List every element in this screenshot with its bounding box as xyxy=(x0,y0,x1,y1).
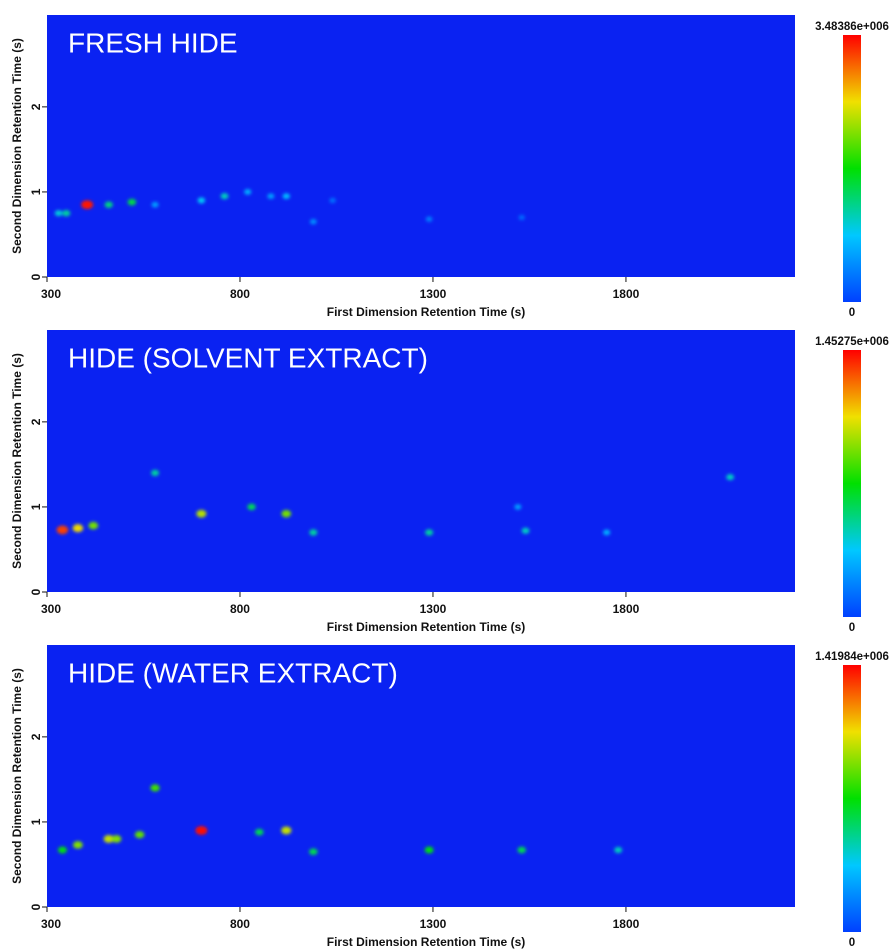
plot-area xyxy=(47,645,795,907)
peak xyxy=(309,529,318,536)
peak xyxy=(514,504,522,510)
panel-title: HIDE (SOLVENT EXTRACT) xyxy=(68,342,428,373)
x-tick-label: 800 xyxy=(230,917,250,931)
y-tick-label: 0 xyxy=(29,273,43,280)
peak xyxy=(726,474,735,481)
peaks xyxy=(56,469,735,536)
peak xyxy=(424,846,434,854)
peak xyxy=(603,529,611,536)
peak xyxy=(309,848,318,856)
y-axis-label: Second Dimension Retention Time (s) xyxy=(10,353,24,569)
peak xyxy=(329,197,336,204)
y-tick-label: 2 xyxy=(29,733,43,740)
peak xyxy=(127,198,137,206)
peaks xyxy=(54,189,525,225)
peak xyxy=(282,193,290,200)
peak xyxy=(151,201,159,208)
panel-title: FRESH HIDE xyxy=(68,27,238,58)
peak xyxy=(425,216,433,222)
x-tick-label: 1300 xyxy=(420,287,447,301)
colorbar-label: 1.41984e+006 xyxy=(815,651,889,663)
colorbar xyxy=(843,350,861,617)
y-tick-label: 1 xyxy=(29,818,43,825)
x-tick-label: 1800 xyxy=(613,602,640,616)
plot-area xyxy=(47,15,795,277)
peak xyxy=(150,784,160,792)
peak xyxy=(247,503,256,511)
colorbar-label: 0 xyxy=(849,937,855,949)
x-tick-label: 1800 xyxy=(613,917,640,931)
peak xyxy=(104,201,113,208)
peaks xyxy=(57,784,623,856)
peak xyxy=(255,828,264,836)
x-tick-label: 300 xyxy=(41,602,61,616)
x-tick-label: 1300 xyxy=(420,917,447,931)
peak xyxy=(425,529,434,536)
peak xyxy=(72,524,84,533)
x-tick-label: 300 xyxy=(41,287,61,301)
plot-area xyxy=(47,330,795,592)
peak xyxy=(309,218,317,225)
peak xyxy=(517,846,527,854)
y-axis-label: Second Dimension Retention Time (s) xyxy=(10,38,24,254)
x-tick-label: 1300 xyxy=(420,602,447,616)
peak xyxy=(151,469,160,477)
y-tick-label: 2 xyxy=(29,418,43,425)
peak xyxy=(196,509,207,518)
peak xyxy=(72,841,83,849)
peak xyxy=(88,521,99,530)
colorbar-label: 1.45275e+006 xyxy=(815,336,889,348)
x-tick-label: 300 xyxy=(41,917,61,931)
x-axis-label: First Dimension Retention Time (s) xyxy=(327,305,525,319)
y-tick-label: 0 xyxy=(29,588,43,595)
peak xyxy=(281,510,292,518)
peak xyxy=(62,210,71,217)
x-tick-label: 800 xyxy=(230,602,250,616)
panel-title: HIDE (WATER EXTRACT) xyxy=(68,657,398,688)
peak xyxy=(111,835,122,843)
y-tick-label: 2 xyxy=(29,103,43,110)
peak xyxy=(103,835,114,843)
peak xyxy=(281,826,292,835)
peak xyxy=(56,525,69,535)
peak xyxy=(614,846,623,854)
x-axis-label: First Dimension Retention Time (s) xyxy=(327,620,525,634)
peak xyxy=(220,193,229,200)
peak xyxy=(54,210,63,217)
x-tick-label: 1800 xyxy=(613,287,640,301)
x-axis-label: First Dimension Retention Time (s) xyxy=(327,935,525,949)
y-axis-label: Second Dimension Retention Time (s) xyxy=(10,668,24,884)
peak xyxy=(57,846,67,854)
peak xyxy=(81,200,94,210)
x-tick-label: 800 xyxy=(230,287,250,301)
colorbar-label: 0 xyxy=(849,622,855,634)
colorbar xyxy=(843,35,861,302)
y-tick-label: 1 xyxy=(29,188,43,195)
y-tick-label: 0 xyxy=(29,903,43,910)
colorbar-label: 3.48386e+006 xyxy=(815,21,889,33)
peak xyxy=(197,197,206,204)
peak xyxy=(134,830,145,839)
peak xyxy=(518,214,525,221)
y-tick-label: 1 xyxy=(29,503,43,510)
peak xyxy=(521,527,530,534)
peak xyxy=(195,825,208,835)
peak xyxy=(267,193,275,200)
peak xyxy=(244,189,252,195)
colorbar-label: 0 xyxy=(849,307,855,319)
colorbar xyxy=(843,665,861,932)
